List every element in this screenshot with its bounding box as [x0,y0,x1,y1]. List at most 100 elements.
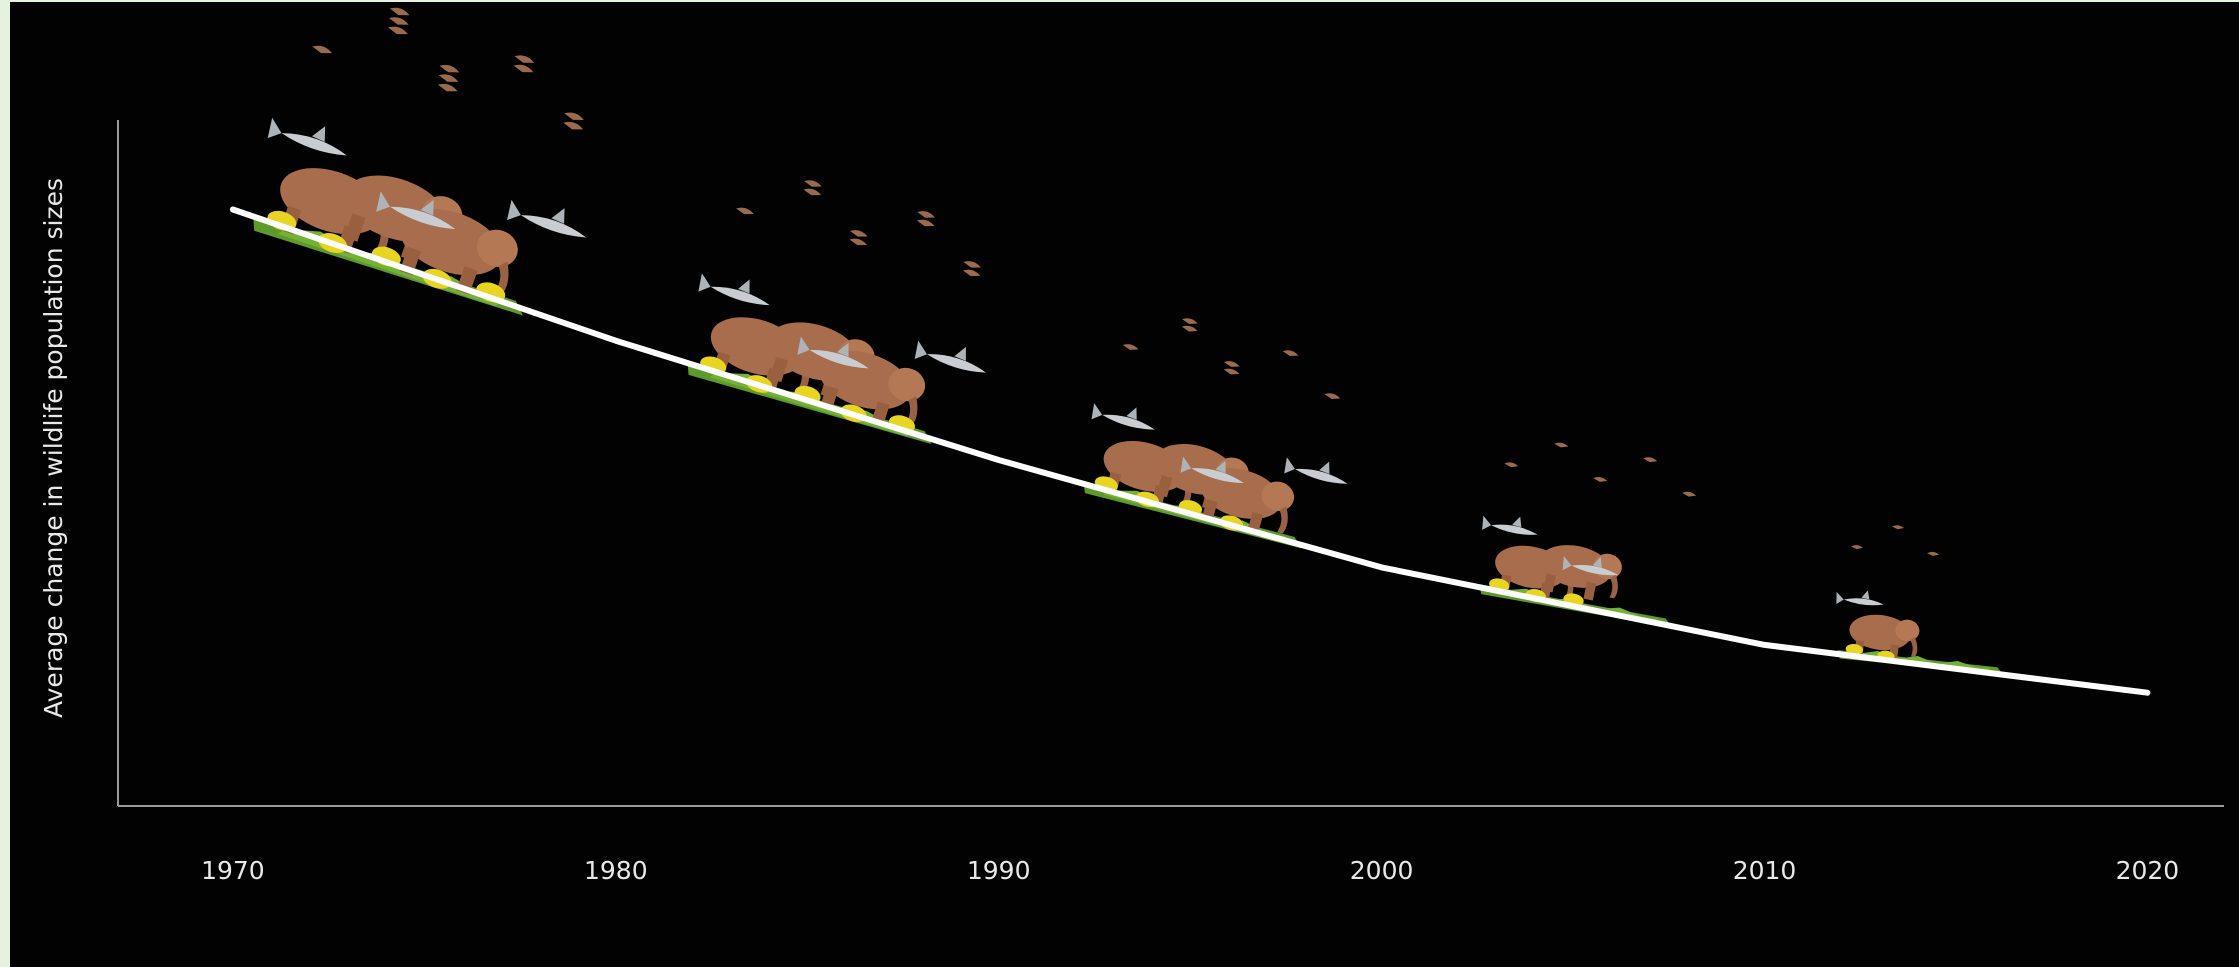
shark-body [520,215,587,238]
bird-icon [1891,525,1904,530]
elephant-head [888,367,926,402]
shark-fin [738,279,750,294]
shark-tail [1482,515,1492,530]
shark-body [1294,468,1348,484]
shark-fin [312,126,326,142]
shark-body [710,286,770,306]
bird-icon [437,83,458,92]
bird-icon [1324,393,1341,399]
bird-icon [563,121,584,130]
bird-icon [849,230,868,237]
shark-tail [1562,556,1572,571]
animal-illustrations [253,7,2004,675]
elephant-leg [1156,475,1173,498]
shark-body [809,349,869,369]
shark-body [1843,598,1884,606]
elephant-body [399,209,502,276]
elephant-leg [1583,581,1597,601]
animal-group [1479,442,1697,628]
wildlife-decline-chart: 1970 1980 1990 2000 2010 2020 Average change … [39,7,2224,885]
bird-icon [917,211,936,218]
shark-icon [698,273,770,306]
bird-icon [1181,325,1198,332]
animal-group [1083,318,1348,549]
shark-tail [376,191,391,212]
elephant-body [819,350,911,410]
shark-icon [376,191,456,230]
elephant-trunk [1609,574,1618,599]
elephant-leg [344,213,366,242]
bird-icon [513,64,534,73]
elephant-trunk [904,396,918,427]
shark-icon [1562,556,1619,576]
shark-icon [1180,456,1244,483]
shark-icon [914,340,986,373]
bird-icon [1504,462,1519,468]
bird-icon [1223,368,1240,375]
shark-icon [1091,403,1155,430]
shark-fin [1215,460,1226,474]
bird-icon [1122,344,1139,350]
shark-icon [797,336,869,369]
shark-fin [420,199,434,216]
bird-icon [916,219,935,227]
x-tick-label: 1990 [967,856,1031,885]
shark-body [1491,524,1538,535]
bird-icon [389,17,409,25]
shark-fin [1861,590,1870,600]
shark-icon [507,199,587,238]
bird-icon [1643,457,1658,463]
elephant-trunk [1277,506,1288,534]
frog-icon [1845,644,1864,655]
shark-body [390,206,456,230]
shark-fin [1512,516,1522,528]
elephant-leg [1543,573,1556,593]
shark-fin [1319,461,1330,474]
bird-icon [803,188,822,196]
bird-icon [1223,361,1240,367]
shark-tail [1836,591,1844,605]
bird-icon [1851,545,1863,550]
x-tick-label: 1970 [201,856,265,885]
elephant-body [1199,468,1282,519]
x-tick-label: 2020 [2116,856,2180,885]
x-tick-label: 1980 [584,856,648,885]
shark-fin [837,342,849,357]
shark-tail [1284,457,1295,474]
bird-icon [1182,318,1198,324]
elephant-head [1895,619,1920,642]
elephant-head [476,229,518,268]
shark-icon [267,117,347,156]
bird-icon [736,207,754,215]
shark-fin [1126,407,1137,420]
shark-tail [1091,403,1103,420]
shark-tail [797,336,810,355]
series-line-0 [229,206,2151,696]
shark-body [926,354,986,373]
bird-icon [803,180,822,187]
shark-icon [1482,515,1538,535]
shark-icon [1284,457,1348,484]
chart-frame: 1970 1980 1990 2000 2010 2020 Average change … [10,2,2239,967]
shark-fin [551,208,565,224]
bird-icon [388,26,408,35]
shark-tail [698,273,711,292]
x-tick-labels: 1970 1980 1990 2000 2010 2020 [201,856,2179,885]
elephant-trunk [1910,636,1918,657]
shark-body [1571,565,1619,576]
bird-icon [514,55,535,63]
shark-fin [1592,557,1602,568]
shark-body [1102,414,1155,430]
elephant-leg [769,356,788,383]
bird-icon [1554,442,1569,448]
bird-icon [564,112,584,120]
shark-tail [1180,456,1192,473]
bird-icon [849,238,868,246]
bird-icon [963,261,981,268]
shark-fin [954,346,966,361]
bird-icon [312,45,332,54]
bird-icon [1927,551,1940,556]
shark-tail [914,340,927,359]
x-tick-label: 2010 [1733,856,1797,885]
bird-icon [1282,350,1299,357]
